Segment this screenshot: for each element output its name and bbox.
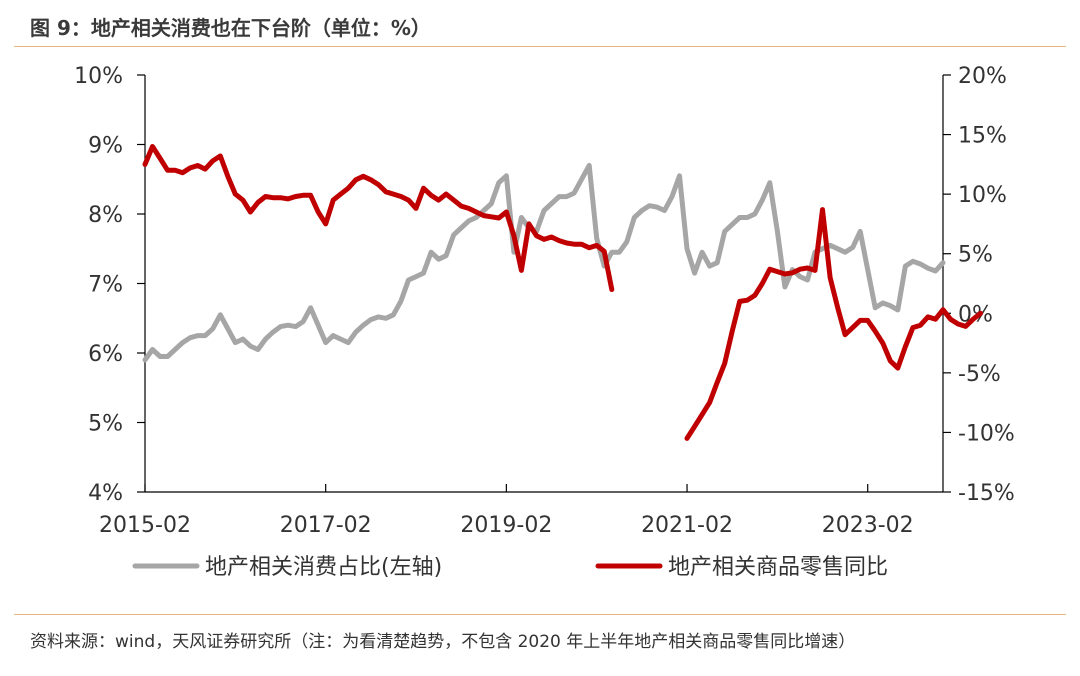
y-left-tick-label: 9% [88,134,123,159]
y-left-tick-label: 8% [88,203,123,228]
y-right-tick-label: -5% [958,362,1001,387]
x-tick-label: 2015-02 [99,513,191,538]
x-tick-label: 2017-02 [280,513,372,538]
chart-title: 图 9：地产相关消费也在下台阶（单位：%） [30,16,431,40]
x-tick-label: 2019-02 [460,513,552,538]
legend-item-retail-yoy-label: 地产相关商品零售同比 [668,555,888,580]
chart-series [142,144,984,441]
legend-item-share-label: 地产相关消费占比(左轴) [205,555,442,580]
y-right-tick-label: -10% [958,421,1015,446]
y-right-tick-label: 5% [958,243,993,268]
footer-divider [14,614,1066,615]
source-note: 资料来源：wind，天风证券研究所（注：为看清楚趋势，不包含 2020 年上半年… [30,632,856,652]
y-left-tick-label: 5% [88,412,123,437]
y-right-tick-label: 20% [958,64,1007,89]
chart-legend: 地产相关消费占比(左轴) 地产相关商品零售同比 [132,555,888,580]
y-left-tick-label: 6% [88,342,123,367]
y-right-tick-label: 15% [958,124,1007,149]
y-right-tick-label: -15% [958,481,1015,506]
chart-axes: 4%5%6%7%8%9%10%-15%-10%-5%0%5%10%15%20%2… [74,64,1015,538]
y-left-tick-label: 10% [74,64,123,89]
header-divider [14,46,1066,47]
y-left-tick-label: 4% [88,481,123,506]
y-left-tick-label: 7% [88,273,123,298]
series-line-retail-yoy [142,144,984,441]
x-tick-label: 2021-02 [641,513,733,538]
y-right-tick-label: 10% [958,183,1007,208]
x-tick-label: 2023-02 [822,513,914,538]
chart-svg: 4%5%6%7%8%9%10%-15%-10%-5%0%5%10%15%20%2… [74,64,1015,580]
